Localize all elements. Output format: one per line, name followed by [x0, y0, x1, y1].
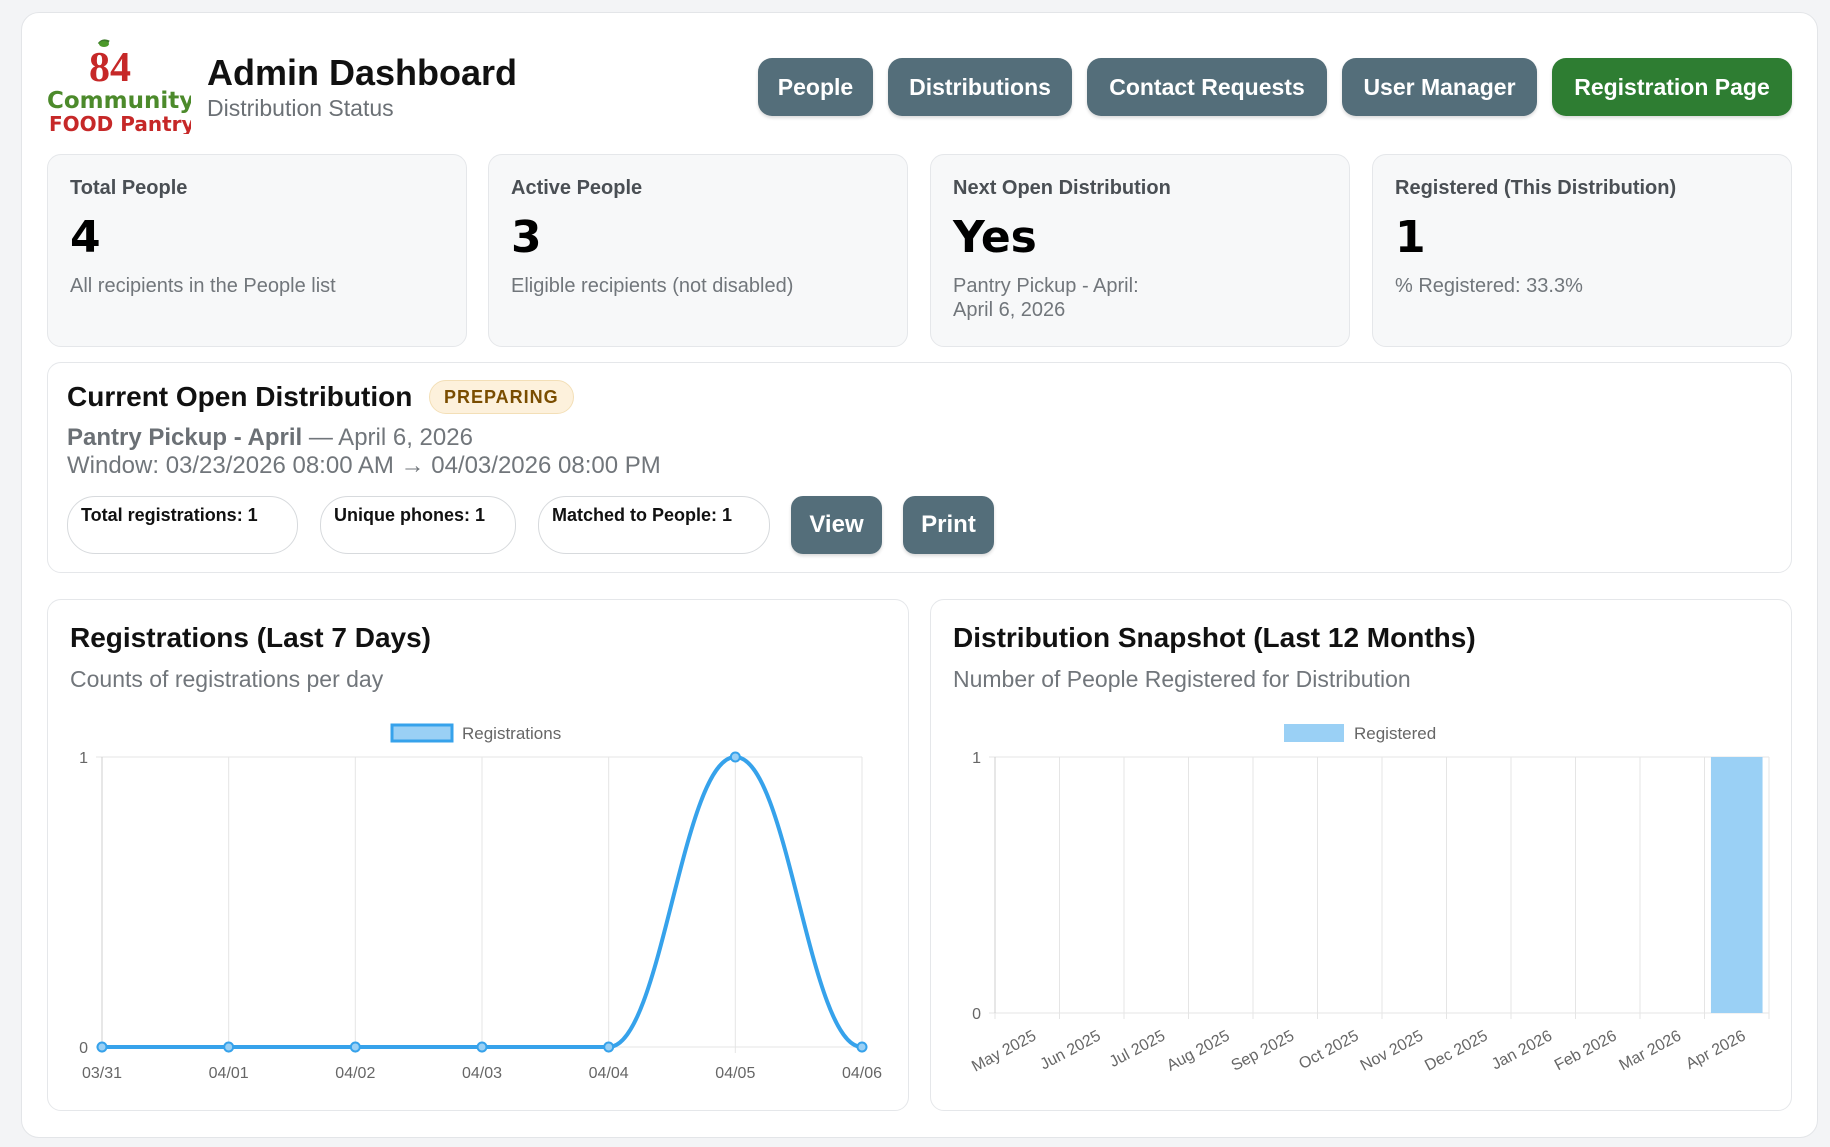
x-tick-label: 04/05 [715, 1065, 755, 1082]
stat-value: Yes [953, 212, 1037, 263]
x-tick-label: Jul 2025 [1107, 1027, 1168, 1070]
status-badge: PREPARING [429, 380, 574, 414]
x-tick-label: Jun 2025 [1038, 1027, 1104, 1073]
distribution-date: — April 6, 2026 [302, 424, 473, 451]
x-tick-label: Oct 2025 [1296, 1027, 1361, 1073]
stat-label: Next Open Distribution [953, 177, 1171, 199]
page-subtitle: Distribution Status [207, 95, 394, 121]
logo-number: 84 [89, 45, 131, 91]
stat-value: 4 [70, 212, 101, 263]
x-tick-label: Dec 2025 [1422, 1027, 1491, 1074]
current-distribution-card: Current Open Distribution PREPARING Pant… [47, 362, 1792, 573]
data-point [476, 1041, 488, 1053]
stat-description: All recipients in the People list [70, 275, 336, 298]
stat-card-registered: Registered (This Distribution) 1 % Regis… [1372, 154, 1792, 347]
x-tick-label: Sep 2025 [1229, 1027, 1298, 1074]
data-point [96, 1041, 108, 1053]
legend-swatch [1284, 724, 1344, 742]
x-tick-label: 03/31 [82, 1065, 122, 1082]
x-tick-label: Nov 2025 [1358, 1027, 1427, 1074]
x-tick-label: Mar 2026 [1616, 1027, 1684, 1074]
stat-card-active-people: Active People 3 Eligible recipients (not… [488, 154, 908, 347]
distribution-name: Pantry Pickup - April [67, 424, 303, 451]
stat-description: Pantry Pickup - April: April 6, 2026 [953, 274, 1327, 322]
legend-label: Registrations [462, 724, 561, 743]
distribution-window: Window: 03/23/2026 08:00 AM → 04/03/2026… [67, 452, 661, 479]
x-tick-label: May 2025 [969, 1027, 1039, 1075]
pantry-logo: 84 Community FOOD Pantry [47, 38, 195, 136]
x-tick-label: Apr 2026 [1683, 1027, 1748, 1073]
data-point [349, 1041, 361, 1053]
legend-label: Registered [1354, 724, 1436, 743]
apple-icon [97, 39, 110, 47]
nav-contact-requests-button[interactable]: Contact Requests [1087, 58, 1327, 116]
stat-value: 1 [1395, 212, 1426, 263]
view-button[interactable]: View [791, 496, 882, 554]
matched-to-people-pill: Matched to People: 1 [538, 496, 770, 554]
x-tick-label: Feb 2026 [1552, 1027, 1620, 1074]
registrations-chart-panel: Registrations (Last 7 Days) Counts of re… [47, 599, 909, 1111]
legend-swatch [390, 723, 454, 743]
stat-label: Active People [511, 177, 643, 199]
x-tick-label: Aug 2025 [1164, 1027, 1233, 1074]
stat-description: Eligible recipients (not disabled) [511, 275, 794, 298]
data-point [856, 1041, 868, 1053]
x-tick-label: 04/01 [209, 1065, 249, 1082]
stat-description-line1: Pantry Pickup - April: [953, 275, 1139, 298]
logo-line2: FOOD Pantry [49, 112, 191, 134]
page-title: Admin Dashboard [207, 52, 518, 93]
data-point [729, 751, 741, 763]
bar [1710, 757, 1763, 1013]
x-tick-label: 04/06 [842, 1065, 882, 1082]
data-point [223, 1041, 235, 1053]
print-button[interactable]: Print [903, 496, 994, 554]
nav-distributions-button[interactable]: Distributions [888, 58, 1072, 116]
total-registrations-pill: Total registrations: 1 [67, 496, 298, 554]
nav-registration-page-button[interactable]: Registration Page [1552, 58, 1792, 116]
nav-people-button[interactable]: People [758, 58, 873, 116]
stat-description-line2: April 6, 2026 [953, 299, 1066, 322]
chart-subtitle: Number of People Registered for Distribu… [953, 666, 1411, 692]
y-tick-label: 0 [972, 1006, 981, 1023]
chart-title: Registrations (Last 7 Days) [70, 622, 431, 653]
y-tick-label: 1 [79, 750, 88, 767]
stat-description: % Registered: 33.3% [1395, 275, 1583, 298]
x-tick-label: Jan 2026 [1489, 1027, 1555, 1073]
x-tick-label: 04/03 [462, 1065, 502, 1082]
chart-title: Distribution Snapshot (Last 12 Months) [953, 622, 1476, 653]
chart-subtitle: Counts of registrations per day [70, 666, 384, 692]
current-distribution-heading: Current Open Distribution [67, 381, 413, 412]
stat-card-next-open-distribution: Next Open Distribution Yes Pantry Pickup… [930, 154, 1350, 347]
unique-phones-pill: Unique phones: 1 [320, 496, 516, 554]
data-point [603, 1041, 615, 1053]
distribution-snapshot-panel: Distribution Snapshot (Last 12 Months) N… [930, 599, 1792, 1111]
y-tick-label: 1 [972, 750, 981, 767]
x-tick-label: 04/02 [335, 1065, 375, 1082]
registrations-line-chart: Registrations 0 1 03/31 04/01 04/02 04/03 04/04… [79, 723, 882, 1082]
nav-user-manager-button[interactable]: User Manager [1342, 58, 1537, 116]
distribution-name-line: Pantry Pickup - April — April 6, 2026 [67, 424, 473, 452]
y-tick-label: 0 [79, 1040, 88, 1057]
stat-label: Total People [70, 177, 188, 199]
stat-label: Registered (This Distribution) [1395, 177, 1677, 199]
stat-value: 3 [511, 212, 542, 263]
series-line [102, 754, 863, 1049]
logo-line1: Community [47, 88, 191, 114]
stat-card-total-people: Total People 4 All recipients in the Peo… [47, 154, 467, 347]
x-tick-label: 04/04 [589, 1065, 629, 1082]
